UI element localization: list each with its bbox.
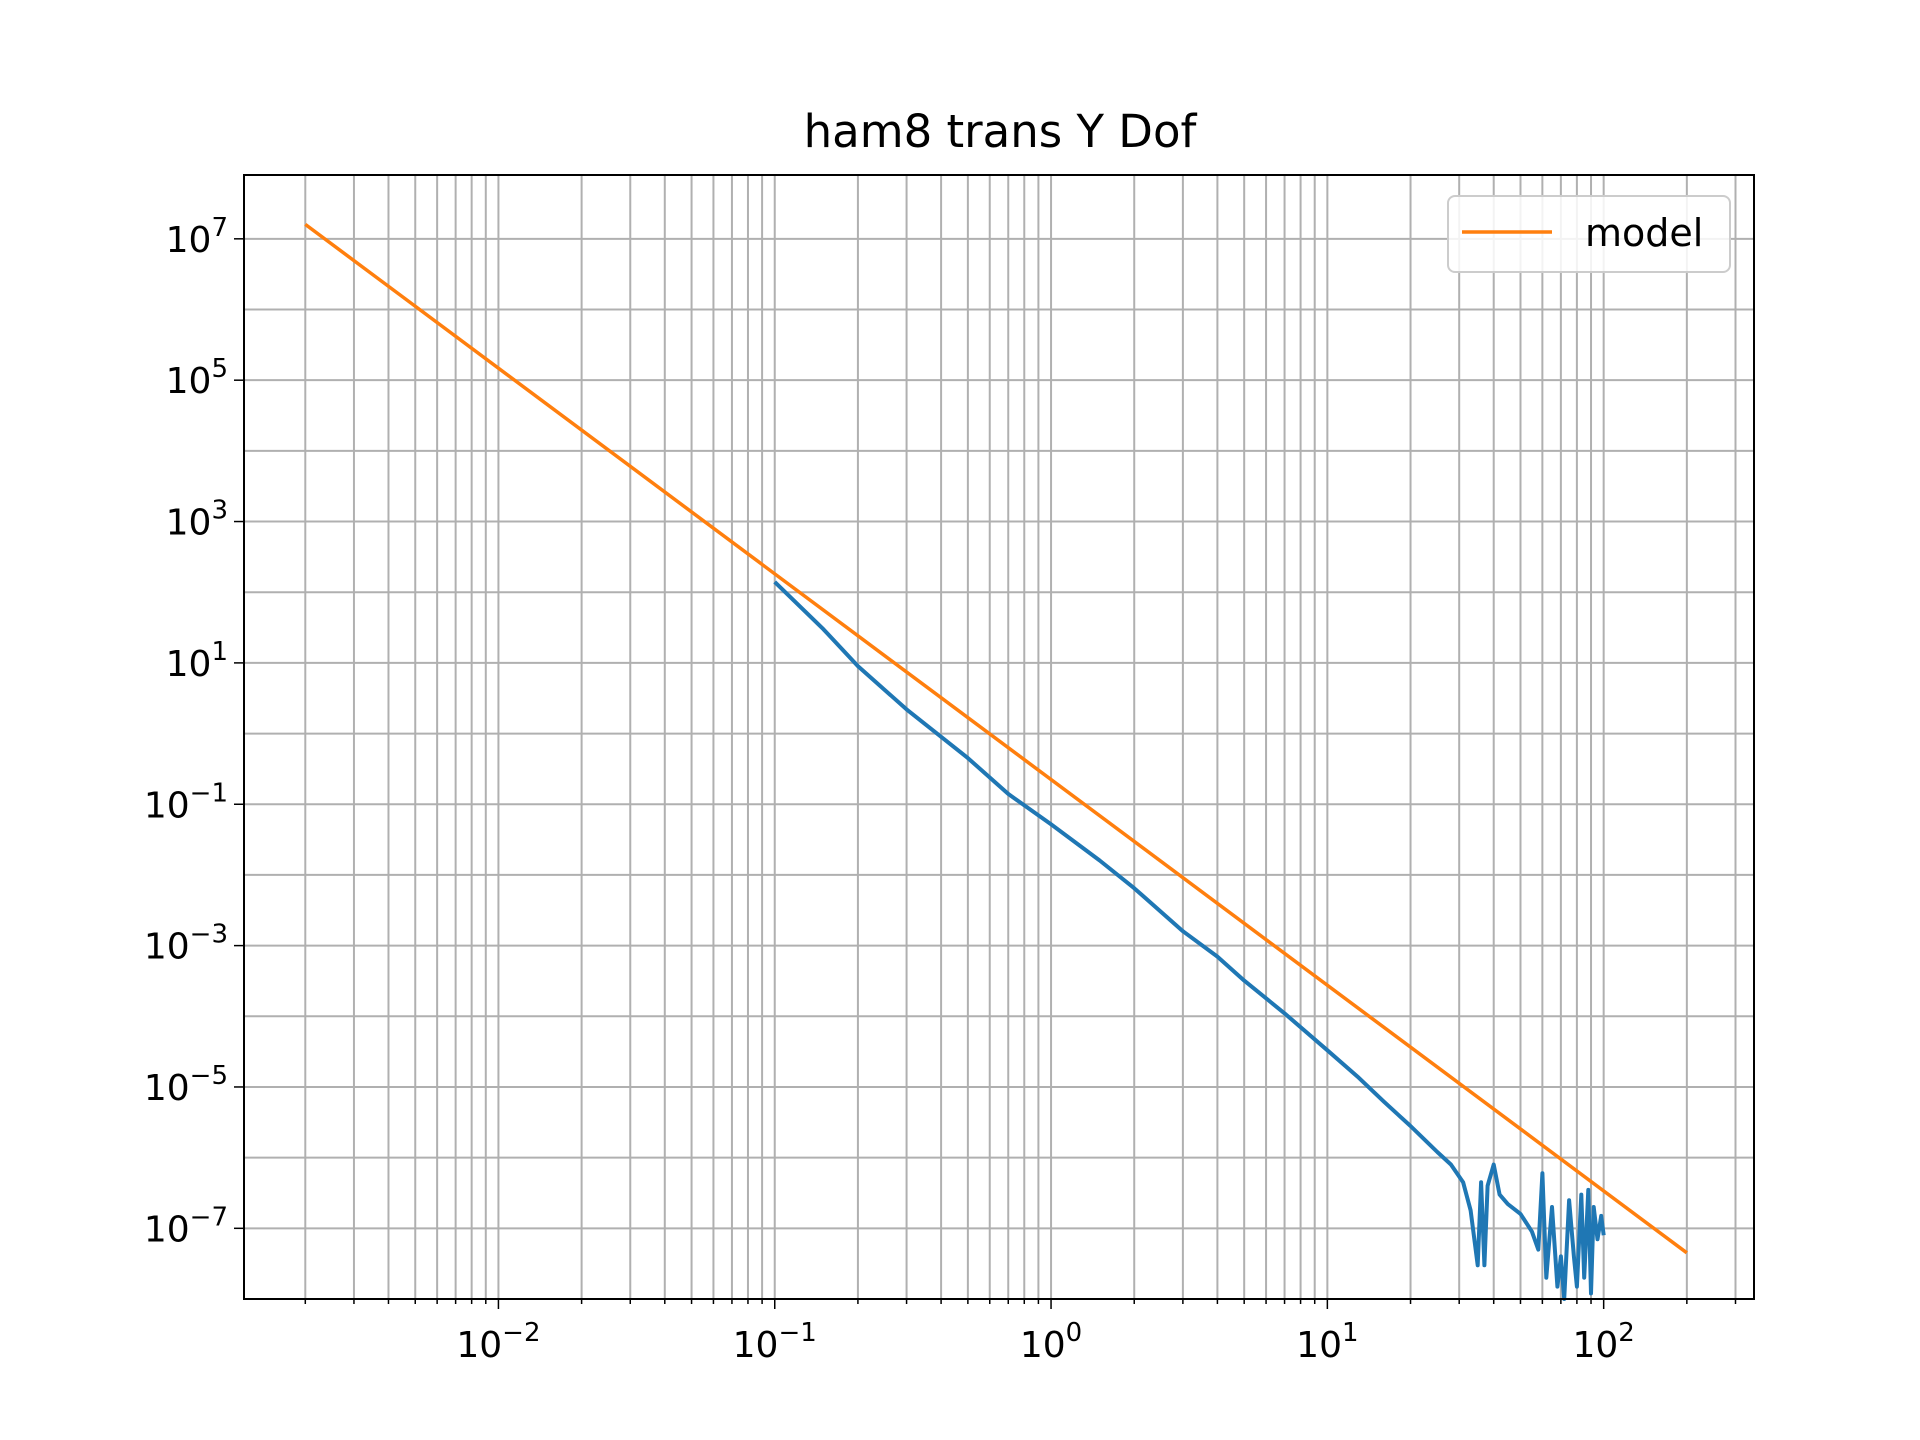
y-tick-base: 10 (144, 785, 190, 826)
x-tick-exponent: −1 (778, 1318, 816, 1348)
y-tick-exponent: 7 (211, 213, 228, 243)
y-tick-exponent: −5 (190, 1061, 228, 1091)
y-tick-exponent: 1 (211, 637, 228, 667)
y-tick-base: 10 (144, 1209, 190, 1250)
x-tick-label: 10−1 (733, 1318, 817, 1366)
series-line-measured (773, 580, 1606, 1301)
plot-frame (243, 174, 1755, 1300)
x-tick-base: 10 (456, 1325, 502, 1366)
y-tick-label: 105 (166, 354, 228, 402)
y-tick-label: 10−3 (144, 920, 228, 968)
y-tick-label: 10−5 (144, 1061, 228, 1109)
y-tick-exponent: 5 (211, 354, 228, 384)
legend-box (1447, 195, 1731, 273)
x-tick-label: 102 (1572, 1318, 1634, 1366)
y-tick-exponent: −3 (190, 920, 228, 950)
y-tick-base: 10 (144, 927, 190, 968)
x-tick-label: 10−2 (456, 1318, 540, 1366)
y-tick-base: 10 (166, 220, 212, 261)
x-tick-base: 10 (733, 1325, 779, 1366)
y-tick-label: 107 (166, 213, 228, 261)
y-tick-base: 10 (166, 503, 212, 544)
x-tick-base: 10 (1296, 1325, 1342, 1366)
y-tick-exponent: 3 (211, 496, 228, 526)
series-layer (304, 222, 1688, 1301)
legend-label-model: model (1585, 211, 1703, 255)
y-tick-base: 10 (166, 361, 212, 402)
x-tick-exponent: −2 (502, 1318, 540, 1348)
x-tick-base: 10 (1020, 1325, 1066, 1366)
y-tick-label: 10−7 (144, 1202, 228, 1250)
chart-title: ham8 trans Y Dof (804, 105, 1198, 158)
legend: model (1447, 195, 1731, 273)
x-tick-base: 10 (1572, 1325, 1618, 1366)
y-tick-label: 10−1 (144, 778, 228, 826)
y-tick-base: 10 (144, 1068, 190, 1109)
x-tick-label: 101 (1296, 1318, 1358, 1366)
ticks: 10−2 10−1 100 101 10210710510310110−110−310−… (144, 213, 1737, 1366)
y-tick-exponent: −7 (190, 1202, 228, 1232)
series-line-model (304, 222, 1688, 1255)
y-tick-label: 101 (166, 637, 228, 685)
y-tick-base: 10 (166, 644, 212, 685)
x-tick-exponent: 1 (1342, 1318, 1359, 1348)
y-tick-label: 103 (166, 496, 228, 544)
y-tick-exponent: −1 (190, 778, 228, 808)
x-tick-exponent: 2 (1618, 1318, 1635, 1348)
x-tick-label: 100 (1020, 1318, 1082, 1366)
x-tick-exponent: 0 (1066, 1318, 1083, 1348)
